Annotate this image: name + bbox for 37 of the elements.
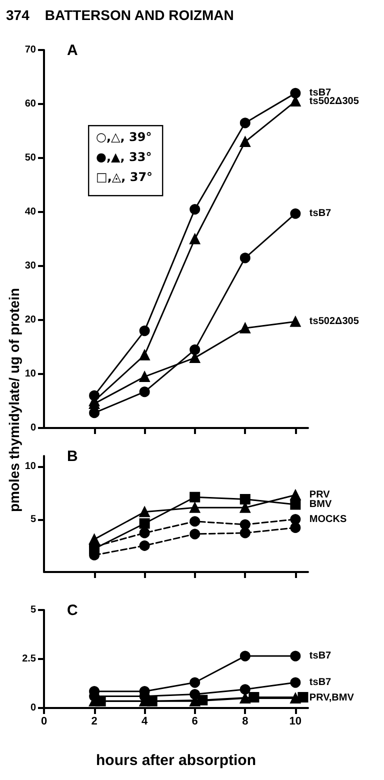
y-tick-label: 40 <box>24 206 36 218</box>
y-tick-label: 20 <box>24 314 36 326</box>
y-tick-label: 30 <box>24 260 36 272</box>
text: 374 BATTERSON AND ROIZMAN <box>6 7 234 23</box>
series-label: tsB7 <box>309 677 332 688</box>
y-tick-label: 0 <box>30 422 36 434</box>
x-tick-label: 4 <box>142 716 149 728</box>
x-tick-label: 8 <box>242 716 248 728</box>
y-tick-label: 10 <box>24 368 36 380</box>
y-tick-label: 60 <box>24 98 36 110</box>
y-tick-label: 5 <box>30 514 36 525</box>
y-tick-label: 10 <box>24 461 36 472</box>
chart-title: C <box>67 602 78 619</box>
annotation: □,◬, 37° <box>96 170 153 184</box>
x-tick-label: 2 <box>91 716 98 728</box>
series-label: MOCKS <box>309 514 347 525</box>
y-tick-label: 70 <box>24 44 36 56</box>
series-label: PRV <box>309 490 330 501</box>
series-label: BMV <box>309 499 332 510</box>
chart-title: B <box>67 448 78 465</box>
series-label: ts502Δ305 <box>309 96 360 107</box>
series-label: tsB7 <box>309 650 332 662</box>
annotation: ○,△, 39° <box>96 130 152 144</box>
series-label: PRV,BMV <box>309 692 354 704</box>
x-axis-title: hours after absorption <box>96 752 256 769</box>
y-tick-label: 50 <box>24 152 36 164</box>
x-tick-label: 10 <box>289 716 302 728</box>
annotation: ●,▲, 33° <box>96 150 152 164</box>
x-tick-label: 0 <box>40 716 48 728</box>
series-label: ts502Δ305 <box>309 316 360 328</box>
chart-title: A <box>67 42 78 59</box>
y-tick-label: 0 <box>30 702 36 714</box>
series-label: tsB7 <box>309 208 332 220</box>
y-axis-title: pmoles thymidylate/ ug of protein <box>6 288 22 512</box>
x-tick-label: 6 <box>192 716 198 728</box>
y-tick-label: 2.5 <box>22 654 36 664</box>
y-tick-label: 5 <box>30 604 36 616</box>
